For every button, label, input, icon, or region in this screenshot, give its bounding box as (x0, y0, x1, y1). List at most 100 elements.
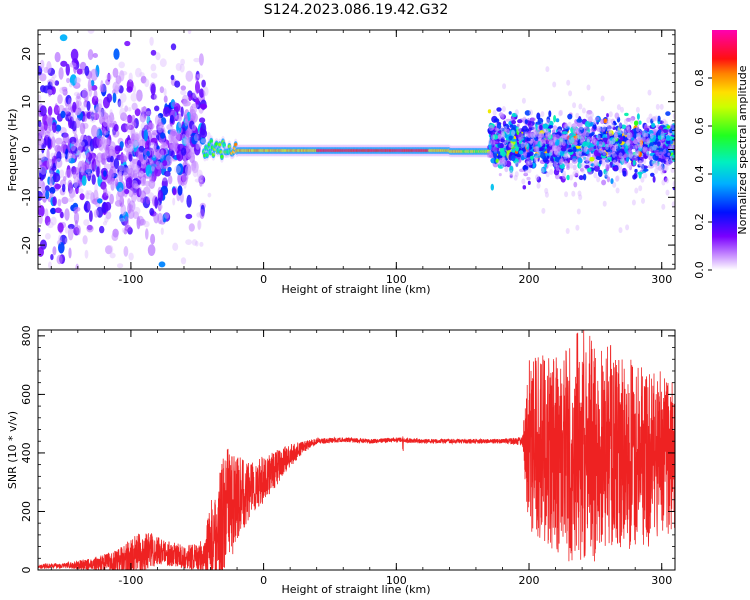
heatmap-cell (572, 164, 577, 171)
heatmap-cell (597, 141, 604, 147)
heatmap-cell (82, 88, 89, 100)
heatmap-cell (652, 175, 656, 183)
heatmap-cell (596, 140, 600, 146)
heatmap-cell (524, 169, 528, 176)
heatmap-cell (539, 133, 545, 139)
heatmap-cell (139, 72, 145, 78)
heatmap-cell (85, 168, 91, 174)
heatmap-cell (145, 111, 153, 116)
heatmap-cell (545, 130, 550, 137)
heatmap-cell (41, 284, 47, 297)
heatmap-cell (46, 89, 53, 95)
heatmap-cell (102, 115, 109, 127)
colorbar: 0.0 0.2 0.4 0.6 0.8 Normalized spectral ampl… (693, 30, 749, 279)
heatmap-cell (499, 143, 504, 149)
spectrogram-x-ticks: -100 0 100 200 300 (50, 30, 672, 286)
heatmap-cell (488, 139, 492, 146)
heatmap-cell (575, 134, 580, 141)
heatmap-cell (103, 163, 112, 170)
heatmap-cell (509, 165, 514, 174)
heatmap-cell (497, 130, 502, 134)
heatmap-cell (582, 141, 588, 148)
heatmap-cell (545, 66, 550, 73)
heatmap-cell (184, 118, 189, 127)
heatmap-cell (182, 133, 186, 140)
spectrogram-y-label: Frequency (Hz) (6, 109, 19, 192)
heatmap-cell (157, 189, 164, 202)
heatmap-cell (648, 130, 654, 135)
heatmap-cell (541, 207, 546, 214)
heatmap-cell (635, 126, 640, 133)
heatmap-cell (62, 88, 68, 96)
heatmap-cell (537, 141, 542, 148)
heatmap-cell (586, 110, 593, 115)
heatmap-cell (51, 86, 56, 95)
heatmap-cell (605, 121, 610, 127)
heatmap-cell (195, 80, 200, 94)
heatmap-cell (576, 118, 583, 123)
heatmap-cell (563, 122, 568, 128)
heatmap-cell (548, 125, 552, 129)
heatmap-cell (577, 151, 582, 158)
heatmap-cell (572, 171, 577, 177)
heatmap-cell (67, 179, 73, 190)
heatmap-cell (38, 165, 42, 174)
heatmap-cell (575, 112, 580, 119)
heatmap-cell (585, 132, 590, 138)
heatmap-cell (157, 115, 161, 120)
heatmap-cell (497, 133, 502, 140)
heatmap-cell (72, 153, 77, 159)
heatmap-cell (669, 128, 673, 134)
heatmap-cell (638, 185, 643, 192)
heatmap-cell (191, 124, 196, 131)
heatmap-cell (65, 63, 71, 76)
heatmap-cell (601, 146, 606, 151)
heatmap-cell (554, 149, 558, 156)
heatmap-cell (192, 167, 199, 178)
heatmap-cell (601, 179, 607, 186)
heatmap-cell (149, 36, 154, 46)
colorbar-gradient (712, 30, 737, 270)
heatmap-cell (604, 174, 608, 179)
heatmap-cell (135, 179, 141, 186)
heatmap-cell (549, 139, 554, 146)
heatmap-cell (119, 217, 126, 223)
heatmap-cell (150, 137, 158, 144)
heatmap-cell (577, 157, 583, 164)
heatmap-cell (65, 169, 73, 179)
heatmap-cell (496, 155, 503, 159)
heatmap-cell (636, 113, 640, 120)
heatmap-cell (186, 194, 192, 208)
heatmap-cell (139, 171, 144, 177)
heatmap-cell (649, 159, 654, 167)
heatmap-cell (162, 177, 168, 182)
heatmap-cell (191, 239, 198, 246)
heatmap-cell (77, 145, 85, 152)
heatmap-cell (589, 146, 595, 151)
heatmap-cell (136, 215, 145, 227)
heatmap-cell (601, 125, 606, 131)
heatmap-cell (640, 176, 645, 183)
heatmap-cell (61, 196, 69, 205)
heatmap-cell (641, 135, 646, 142)
heatmap-cell (91, 111, 95, 121)
heatmap-cell (599, 147, 603, 154)
heatmap-cell (102, 128, 107, 137)
heatmap-cell (611, 145, 616, 151)
heatmap-cell (664, 177, 669, 184)
heatmap-cell (502, 83, 507, 90)
heatmap-cell (90, 79, 95, 87)
heatmap-cell (180, 257, 187, 265)
heatmap-cell (109, 109, 113, 118)
heatmap-cell (71, 316, 76, 327)
y-tick-label: 10 (20, 95, 33, 109)
heatmap-cell (615, 176, 619, 182)
heatmap-cell (637, 160, 642, 167)
heatmap-cell (593, 160, 599, 166)
heatmap-cell (662, 128, 668, 134)
heatmap-cell (39, 127, 45, 136)
heatmap-cell (62, 183, 66, 193)
heatmap-cell (663, 165, 668, 172)
heatmap-cell (665, 139, 671, 145)
heatmap-cell (123, 246, 129, 257)
